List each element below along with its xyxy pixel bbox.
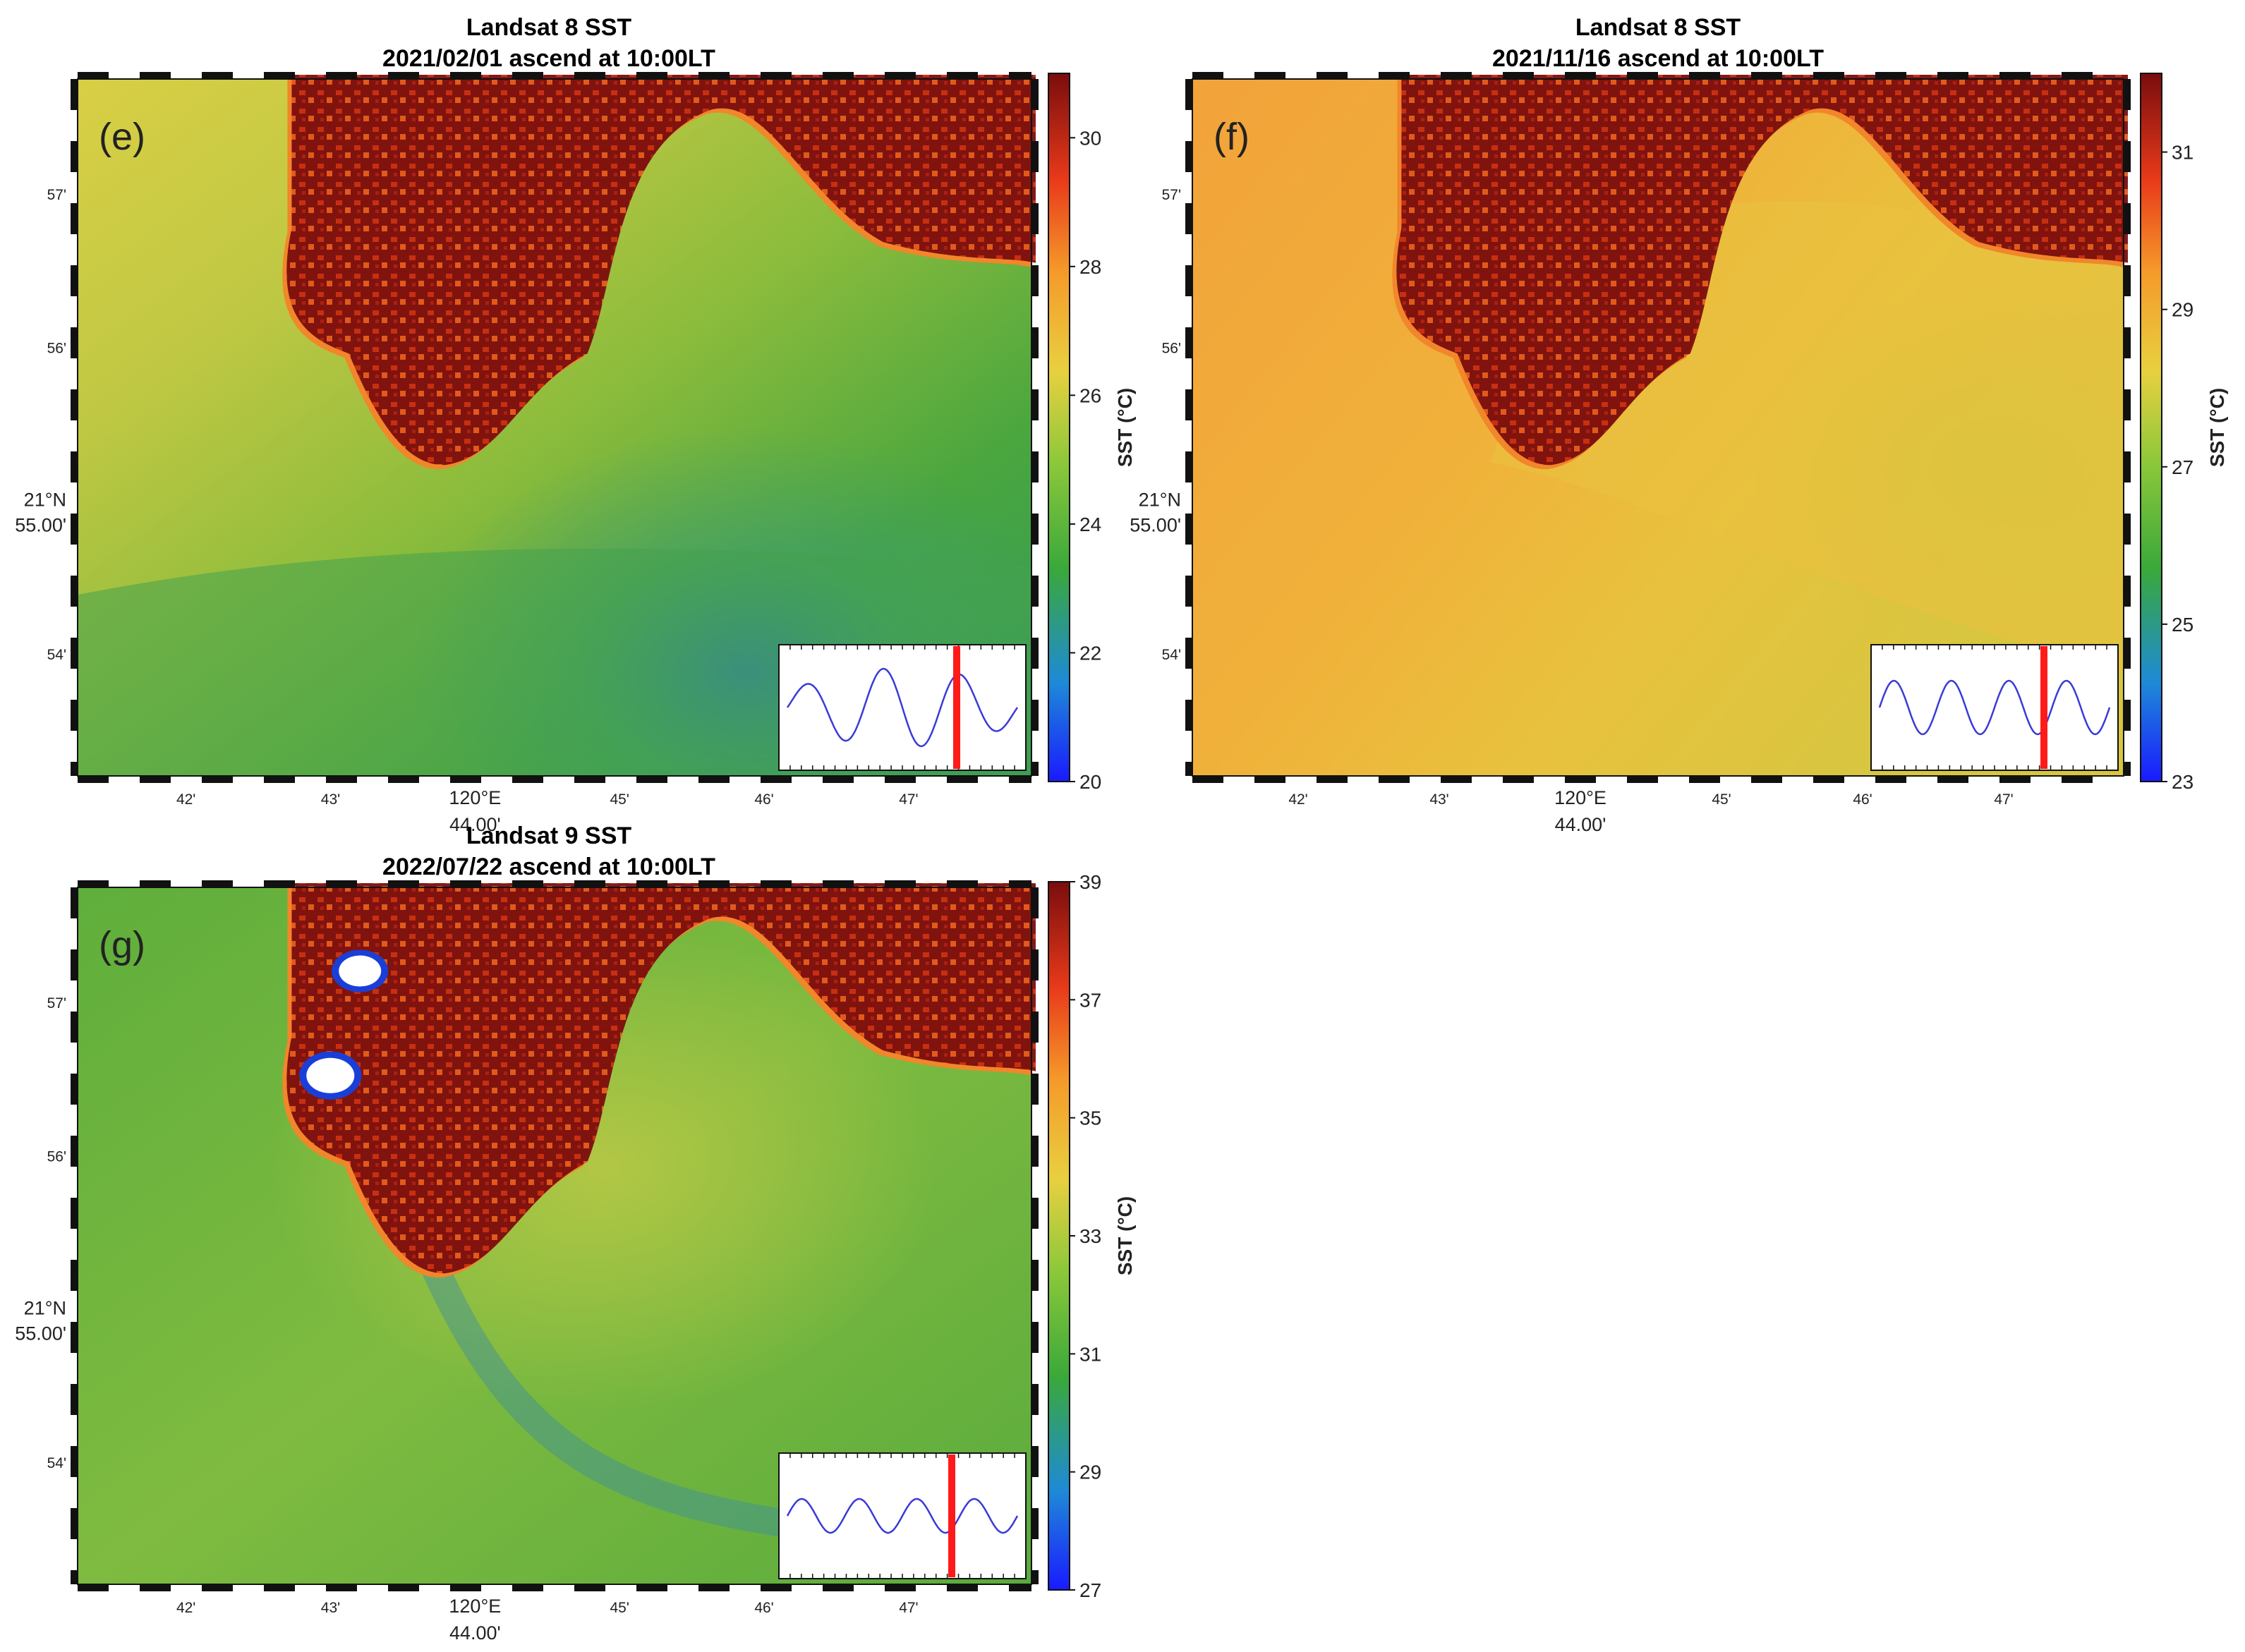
colorbar-tick-label: 33 <box>1079 1225 1101 1247</box>
colorbar-tick-label: 35 <box>1079 1107 1101 1129</box>
sst-panel-g: Landsat 9 SST 2022/07/22 ascend at 10:00L… <box>15 822 1136 1644</box>
longitude-tick-label: 42' <box>1288 791 1307 808</box>
colorbar-tick-label: 37 <box>1079 989 1101 1011</box>
longitude-tick-label: 43' <box>321 791 340 808</box>
latitude-tick-label: 21°N <box>24 490 66 511</box>
longitude-tick-label: 120°E <box>449 787 501 808</box>
cloud-mask <box>306 1057 355 1093</box>
latitude-tick-label: 21°N <box>1139 490 1181 511</box>
sst-panel-f: Landsat 8 SST 2021/11/16 ascend at 10:00L… <box>1130 14 2228 835</box>
colorbar-tick-label: 29 <box>2172 299 2193 321</box>
cloud-mask <box>339 955 382 987</box>
colorbar-tick-label: 39 <box>1079 871 1101 893</box>
latitude-center-value: 55.00' <box>1130 515 1181 536</box>
latitude-tick-label: 57' <box>1162 187 1181 203</box>
colorbar <box>1048 73 1070 782</box>
tide-curve <box>786 667 1019 748</box>
colorbar-tick-label: 24 <box>1079 514 1101 535</box>
colorbar-tick-label: 20 <box>1079 771 1101 793</box>
latitude-center-value: 55.00' <box>15 1323 66 1344</box>
colorbar-label: SST (°C) <box>2206 388 2228 467</box>
panel-label: (e) <box>99 116 145 158</box>
acquisition-time-marker <box>953 646 960 769</box>
latitude-tick-label: 56' <box>1162 340 1181 356</box>
map-frame <box>71 72 1039 783</box>
longitude-tick-label: 42' <box>176 791 195 808</box>
colorbar-tick-label: 28 <box>1079 256 1101 278</box>
colorbar <box>2140 73 2162 782</box>
panel-label: (f) <box>1214 116 1249 158</box>
colorbar-tick-label: 23 <box>2172 771 2193 793</box>
map-frame <box>71 880 1039 1591</box>
longitude-tick-label: 47' <box>1994 791 2013 808</box>
panel-label: (g) <box>99 924 145 966</box>
tide-curve <box>786 1498 1019 1534</box>
latitude-tick-label: 56' <box>47 340 66 356</box>
tide-inset <box>1870 644 2119 771</box>
longitude-tick-label: 45' <box>610 791 629 808</box>
colorbar-label: SST (°C) <box>1114 1196 1136 1275</box>
longitude-tick-label: 47' <box>899 1600 918 1616</box>
longitude-tick-label: 42' <box>176 1600 195 1616</box>
colorbar-tick-label: 26 <box>1079 384 1101 406</box>
map-frame <box>1185 72 2131 783</box>
longitude-tick-label: 46' <box>1853 791 1872 808</box>
longitude-tick-label: 43' <box>1429 791 1448 808</box>
latitude-tick-label: 57' <box>47 995 66 1012</box>
longitude-tick-label: 45' <box>610 1600 629 1616</box>
colorbar <box>1048 881 1070 1591</box>
latitude-center-value: 55.00' <box>15 515 66 536</box>
latitude-tick-label: 54' <box>47 647 66 663</box>
tide-inset <box>778 644 1027 771</box>
colorbar-label: SST (°C) <box>1114 388 1136 467</box>
acquisition-time-marker <box>948 1454 955 1577</box>
panel-title-satellite: Landsat 8 SST <box>1575 14 1741 41</box>
panel-title-date: 2021/02/01 ascend at 10:00LT <box>382 45 715 72</box>
latitude-tick-label: 57' <box>47 187 66 203</box>
colorbar-tick-label: 27 <box>1079 1579 1101 1601</box>
latitude-tick-label: 21°N <box>24 1298 66 1319</box>
colorbar-tick-label: 27 <box>2172 456 2193 478</box>
colorbar-tick-label: 29 <box>1079 1462 1101 1483</box>
colorbar-tick-label: 22 <box>1079 642 1101 664</box>
longitude-tick-label: 47' <box>899 791 918 808</box>
colorbar-tick-label: 25 <box>2172 614 2193 636</box>
panel-title-date: 2021/11/16 ascend at 10:00LT <box>1492 45 1824 72</box>
latitude-tick-label: 54' <box>47 1455 66 1471</box>
latitude-tick-label: 54' <box>1162 647 1181 663</box>
acquisition-time-marker <box>2040 646 2047 769</box>
colorbar-tick-label: 30 <box>1079 127 1101 149</box>
longitude-tick-label: 120°E <box>449 1596 501 1617</box>
tide-inset <box>778 1452 1027 1579</box>
tide-curve <box>1878 679 2111 736</box>
colorbar-tick-label: 31 <box>2172 142 2193 164</box>
longitude-tick-label: 45' <box>1712 791 1731 808</box>
longitude-center-value: 44.00' <box>449 1622 501 1644</box>
colorbar-tick-label: 31 <box>1079 1343 1101 1365</box>
longitude-tick-label: 46' <box>754 1600 773 1616</box>
longitude-tick-label: 120°E <box>1554 787 1606 808</box>
longitude-tick-label: 43' <box>321 1600 340 1616</box>
latitude-tick-label: 56' <box>47 1148 66 1165</box>
panel-title-satellite: Landsat 8 SST <box>466 14 632 41</box>
longitude-center-value: 44.00' <box>449 814 501 835</box>
longitude-tick-label: 46' <box>754 791 773 808</box>
panel-title-satellite: Landsat 9 SST <box>466 822 632 849</box>
panel-title-date: 2022/07/22 ascend at 10:00LT <box>382 854 715 880</box>
sst-panel-e: Landsat 8 SST 2021/02/01 ascend at 10:00L… <box>15 14 1136 835</box>
longitude-center-value: 44.00' <box>1555 814 1606 835</box>
